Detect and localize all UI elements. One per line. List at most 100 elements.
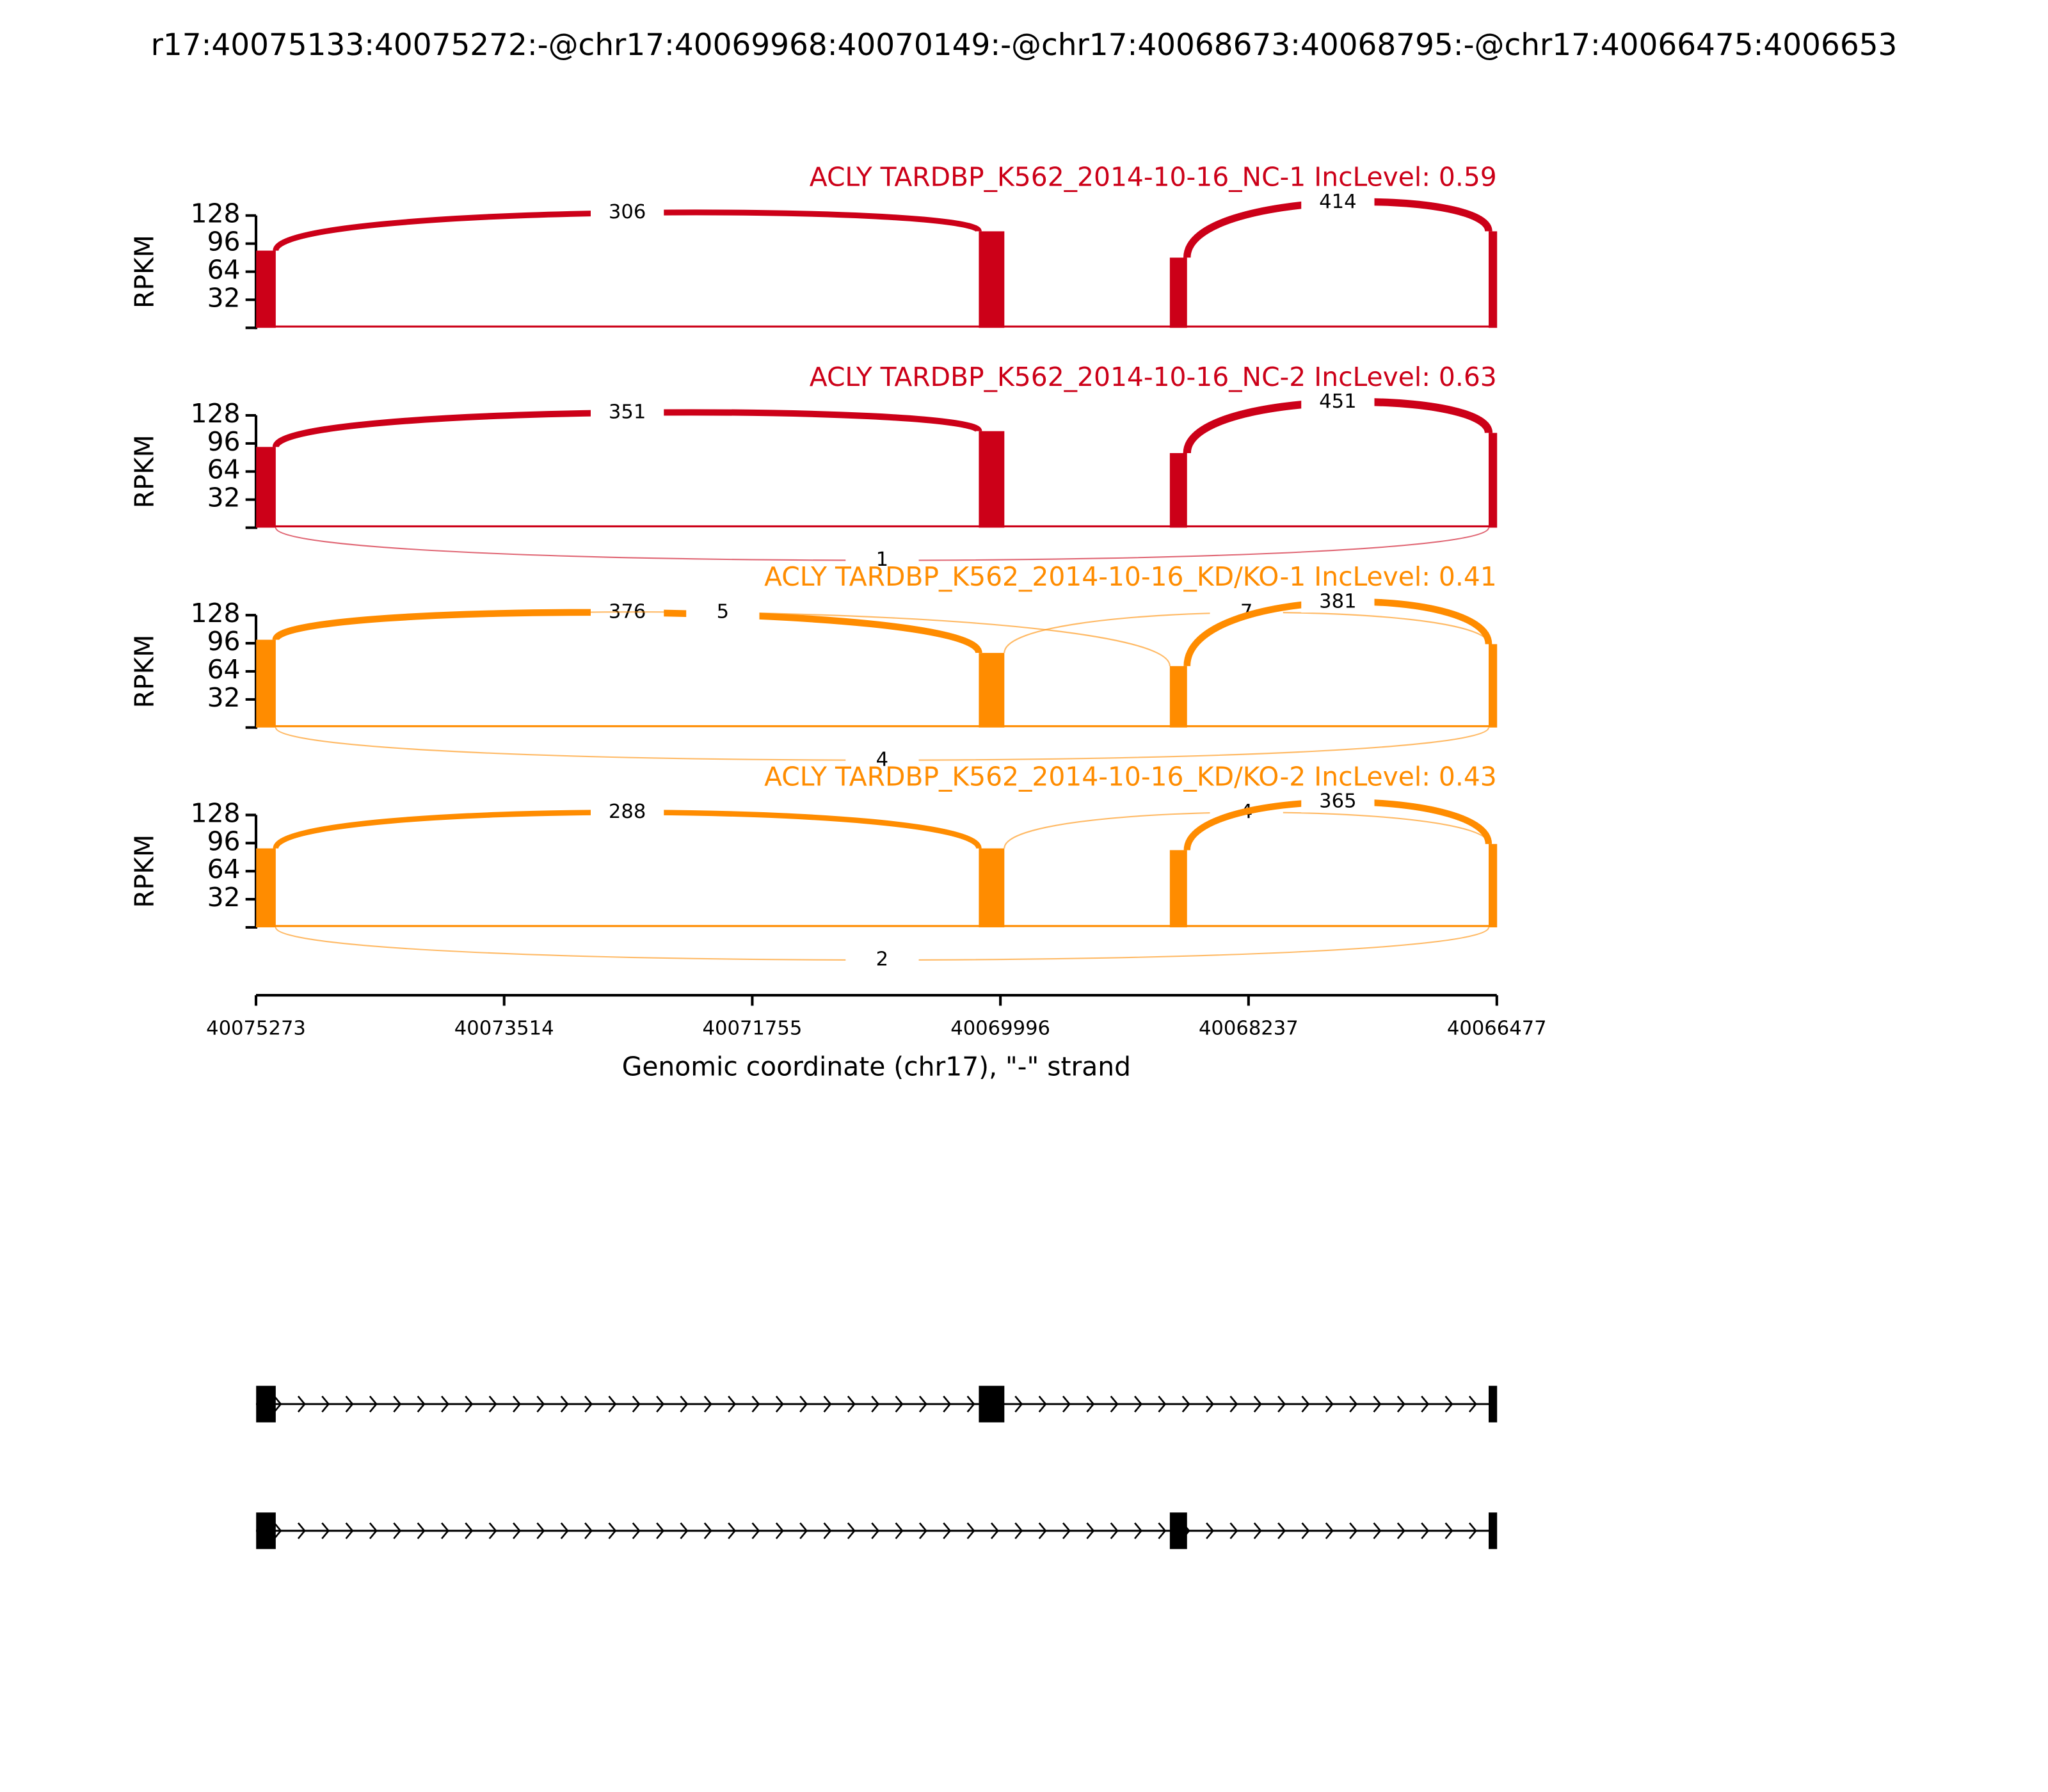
panel-title: ACLY TARDBP_K562_2014-10-16_NC-2 IncLeve… [810,362,1497,392]
y-tick-label: 128 [191,797,241,828]
strand-chevron [775,1522,784,1539]
strand-chevron [1444,1522,1453,1539]
junction-label: 451 [1319,390,1356,413]
strand-chevron [1158,1522,1167,1539]
strand-chevron [584,1522,593,1539]
strand-chevron [943,1522,952,1539]
junction-label: 1 [876,548,888,571]
strand-chevron [656,1395,665,1412]
junction-label: 5 [717,601,729,623]
strand-chevron [1325,1395,1334,1412]
panel-title: ACLY TARDBP_K562_2014-10-16_NC-1 IncLeve… [810,162,1497,193]
strand-chevron [1421,1395,1430,1412]
strand-chevron [751,1522,760,1539]
y-tick-label: 128 [191,398,241,429]
y-axis-label: RPKM [129,635,160,708]
y-tick-label: 128 [191,598,241,628]
strand-chevron [1158,1395,1167,1412]
panel-title: ACLY TARDBP_K562_2014-10-16_KD/KO-1 IncL… [764,561,1497,592]
strand-chevron [440,1522,449,1539]
strand-chevron [1110,1395,1119,1412]
junction-label: 306 [609,201,646,223]
y-axis-label: RPKM [129,435,160,508]
y-tick-label: 96 [207,626,241,657]
strand-chevron [1277,1395,1286,1412]
junction-label: 365 [1319,790,1356,813]
strand-chevron [918,1522,927,1539]
exon [1488,1512,1498,1549]
strand-chevron [799,1395,808,1412]
strand-chevron [1253,1522,1262,1539]
strand-chevron [465,1395,474,1412]
strand-chevron [273,1395,282,1412]
strand-chevron [703,1522,712,1539]
strand-chevron [966,1522,975,1539]
strand-chevron [488,1522,497,1539]
strand-chevron [273,1522,282,1539]
y-tick-label: 32 [207,882,241,913]
junction-label-bg [590,402,664,424]
strand-chevron [1038,1522,1047,1539]
coverage-bar [256,447,276,528]
strand-chevron [393,1522,402,1539]
strand-chevron [417,1395,426,1412]
strand-chevron [728,1522,737,1539]
strand-chevron [1229,1395,1238,1412]
junction-label-bg [590,802,664,823]
strand-chevron [488,1395,497,1412]
strand-chevron [966,1395,975,1412]
coverage-bar [1169,452,1187,528]
strand-chevron [990,1522,999,1539]
strand-chevron [1301,1522,1310,1539]
strand-chevron [465,1522,474,1539]
strand-chevron [895,1522,904,1539]
x-tick-label: 40068237 [1199,1018,1299,1040]
junction-label-bg [1301,591,1375,613]
strand-chevron [393,1395,402,1412]
strand-chevron [680,1395,689,1412]
coverage-bar [1169,257,1187,328]
panel-title: ACLY TARDBP_K562_2014-10-16_KD/KO-2 IncL… [764,761,1497,792]
x-tick-label: 40075273 [206,1018,306,1040]
y-tick-label: 128 [191,198,241,229]
strand-chevron [728,1395,737,1412]
strand-chevron [943,1395,952,1412]
y-tick-label: 32 [207,682,241,713]
coverage-bar [979,231,1005,328]
strand-chevron [369,1522,378,1539]
junction-label: 414 [1319,191,1356,213]
strand-chevron [703,1395,712,1412]
strand-chevron [1062,1395,1071,1412]
strand-chevron [799,1522,808,1539]
junction-label: 288 [609,801,646,823]
strand-chevron [632,1522,641,1539]
strand-chevron [1277,1522,1286,1539]
strand-chevron [1014,1395,1023,1412]
strand-chevron [823,1395,832,1412]
strand-chevron [297,1522,306,1539]
y-tick-label: 96 [207,227,241,257]
strand-chevron [1206,1522,1215,1539]
exon [256,1386,276,1423]
coverage-bar [1488,231,1498,328]
strand-chevron [1038,1395,1047,1412]
coverage-bar [1488,433,1498,528]
strand-chevron [1373,1395,1382,1412]
strand-chevron [1014,1522,1023,1539]
junction-label-bg [845,550,919,571]
strand-chevron [440,1395,449,1412]
strand-chevron [560,1522,569,1539]
strand-chevron [1134,1522,1142,1539]
strand-chevron [680,1522,689,1539]
strand-chevron [1301,1395,1310,1412]
strand-chevron [1396,1395,1405,1412]
strand-chevron [608,1522,617,1539]
strand-chevron [345,1522,354,1539]
strand-chevron [1349,1395,1358,1412]
strand-chevron [513,1395,521,1412]
junction-label-bg [686,602,760,623]
strand-chevron [1086,1395,1095,1412]
strand-chevron [847,1522,856,1539]
